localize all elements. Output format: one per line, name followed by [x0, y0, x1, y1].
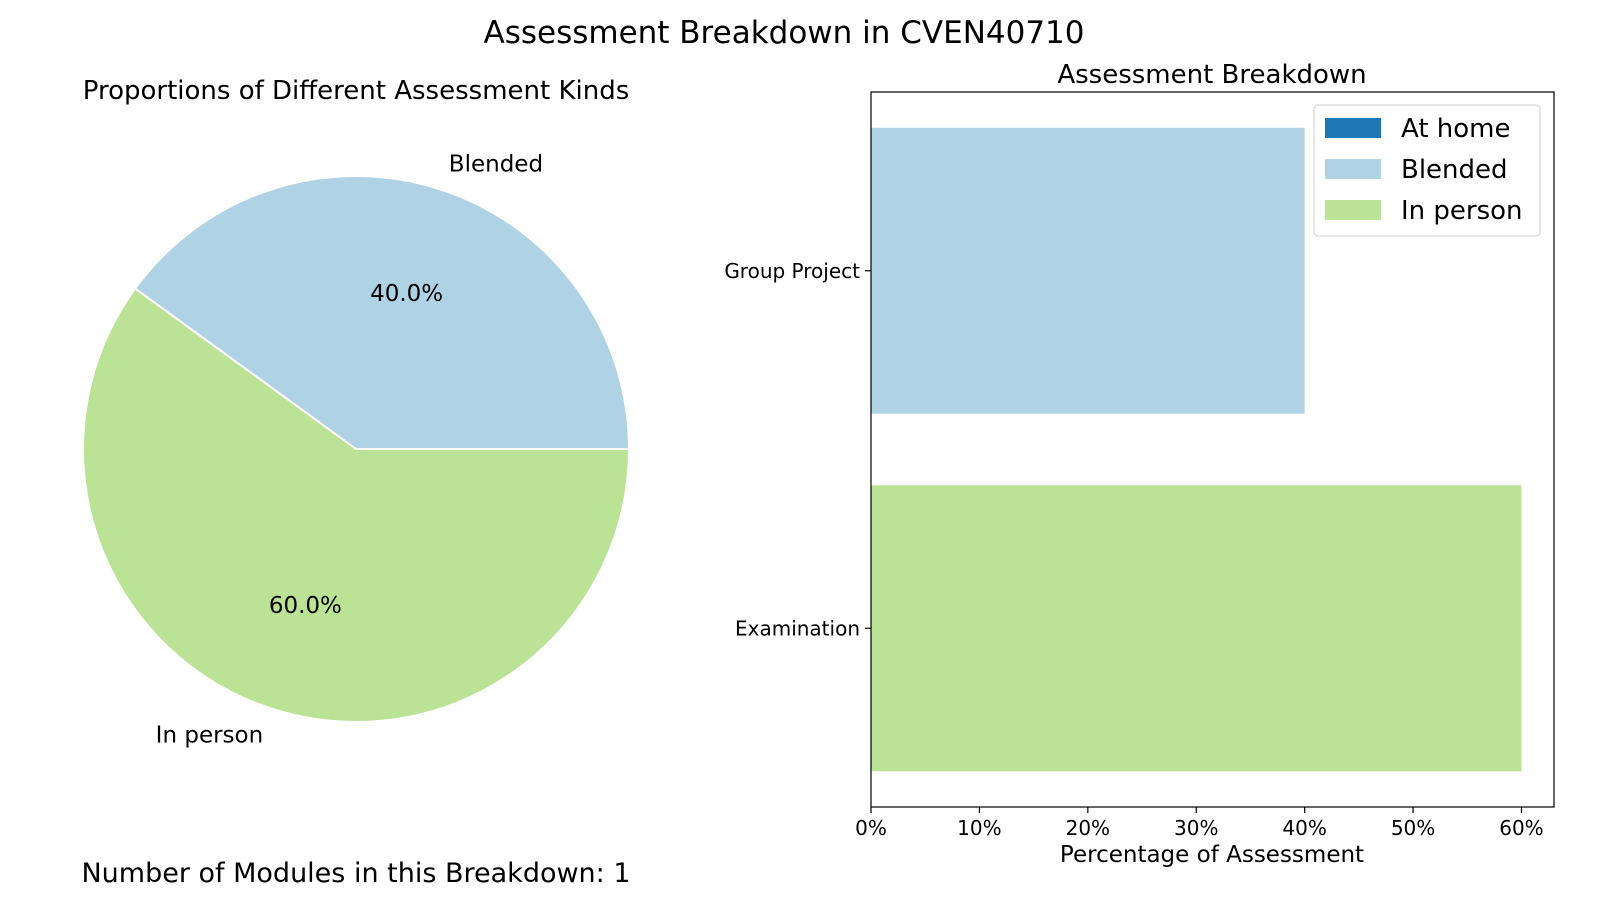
- x-tick-label: 50%: [1391, 816, 1435, 840]
- x-tick-label: 60%: [1499, 816, 1543, 840]
- pie-labels: Blended 40.0% In person 60.0%: [156, 151, 543, 748]
- pie-chart: Proportions of Different Assessment Kind…: [82, 76, 631, 749]
- legend-swatch-at-home: [1325, 118, 1381, 138]
- y-tick-label: Examination: [735, 616, 860, 640]
- pie-slices: [82, 175, 631, 723]
- bar-title: Assessment Breakdown: [1057, 60, 1366, 90]
- plot-frame: [870, 91, 1555, 808]
- legend-label: Blended: [1401, 155, 1508, 185]
- pie-label-blended: Blended: [449, 151, 543, 177]
- legend-label: At home: [1401, 114, 1511, 144]
- y-tick-label: Group Project: [724, 259, 860, 283]
- legend-swatch-blended: [1325, 159, 1381, 179]
- x-tick-label: 10%: [957, 816, 1001, 840]
- x-tick-label: 0%: [855, 816, 887, 840]
- pie-slice-in-person: [82, 287, 631, 723]
- x-tick-label: 20%: [1066, 816, 1110, 840]
- bars: [871, 127, 1522, 772]
- bar-examination-in-person: [871, 485, 1522, 772]
- figure-suptitle: Assessment Breakdown in CVEN40710: [483, 15, 1084, 51]
- pie-title: Proportions of Different Assessment Kind…: [83, 76, 630, 106]
- pie-pct-label: 40.0%: [370, 281, 443, 307]
- y-axis: Group Project Examination: [724, 259, 871, 640]
- legend: At home Blended In person: [1313, 104, 1541, 237]
- bar-group-project-blended: [871, 127, 1305, 414]
- x-tick-label: 30%: [1174, 816, 1218, 840]
- pie-label-in-person: In person: [156, 723, 264, 749]
- bar-chart: Assessment Breakdown Group Project Examin…: [724, 60, 1555, 868]
- pie-pct-label: 60.0%: [269, 593, 342, 619]
- x-axis-label: Percentage of Assessment: [1060, 842, 1364, 868]
- legend-label: In person: [1401, 196, 1523, 226]
- x-tick-label: 40%: [1282, 816, 1326, 840]
- module-count-footer: Number of Modules in this Breakdown: 1: [81, 858, 630, 889]
- legend-swatch-in-person: [1325, 200, 1381, 220]
- pie-slice-blended: [133, 175, 631, 450]
- x-axis: 0% 10% 20% 30% 40% 50% 60%: [855, 807, 1544, 840]
